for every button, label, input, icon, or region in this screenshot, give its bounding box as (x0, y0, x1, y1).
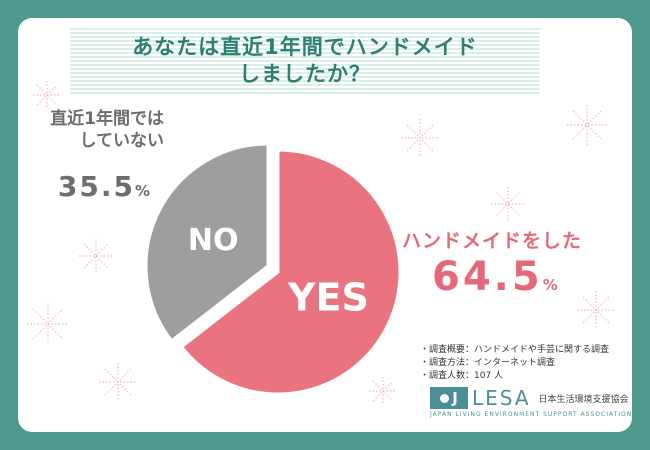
sparkle-icon (33, 81, 61, 109)
title-box: あなたは直近1年間でハンドメイド しましたか？ (70, 28, 540, 94)
survey-note-method: ・調査方法：インターネット調査 (420, 358, 556, 368)
sparkle-icon (27, 303, 69, 345)
logo-japanese-name: 日本生活環境支援協会 (538, 394, 629, 405)
sparkle-icon (369, 377, 397, 405)
sparkle-icon (491, 187, 525, 221)
logo-mark: J (430, 387, 468, 409)
logo-english-name: JAPAN LIVING ENVIRONMENT SUPPORT ASSOCIA… (430, 411, 633, 418)
no-percentage: 35.5% (14, 170, 150, 203)
no-label-line-2: していない (79, 131, 165, 151)
no-percentage-value: 35.5 (57, 170, 135, 203)
no-slice-label: 直近1年間では していない (14, 108, 164, 152)
organization-logo: J LESA 日本生活環境支援協会 (430, 386, 629, 410)
sparkle-icon (79, 239, 113, 273)
sparkle-icon (577, 291, 615, 329)
logo-name: LESA (472, 386, 531, 410)
pie-label-yes: YES (287, 275, 369, 319)
yes-percentage-value: 64.5 (432, 254, 543, 300)
sparkle-icon (99, 363, 137, 401)
yes-slice-label: ハンドメイドをした (402, 230, 583, 252)
pie-slice-yes (179, 148, 402, 396)
sparkle-icon (567, 105, 607, 145)
pie-slice-no (144, 142, 270, 343)
yes-percentage: 64.5% (432, 254, 558, 300)
logo-mark-letter: J (452, 389, 458, 407)
sparkle-icon (401, 119, 439, 157)
no-label-line-1: 直近1年間では (50, 109, 164, 129)
no-percentage-unit: % (134, 182, 150, 200)
title-line-2: しましたか？ (239, 62, 371, 86)
pie-label-no: NO (188, 223, 239, 258)
survey-notes: ・調査概要：ハンドメイドや手芸に関する調査 ・調査方法：インターネット調査 ・調… (420, 344, 609, 383)
title-line-1: あなたは直近1年間でハンドメイド (132, 35, 478, 59)
yes-percentage-unit: % (542, 276, 558, 294)
survey-note-count: ・調査人数：107 人 (420, 371, 504, 381)
logo-dot-icon (440, 393, 450, 403)
survey-note-summary: ・調査概要：ハンドメイドや手芸に関する調査 (420, 345, 610, 355)
